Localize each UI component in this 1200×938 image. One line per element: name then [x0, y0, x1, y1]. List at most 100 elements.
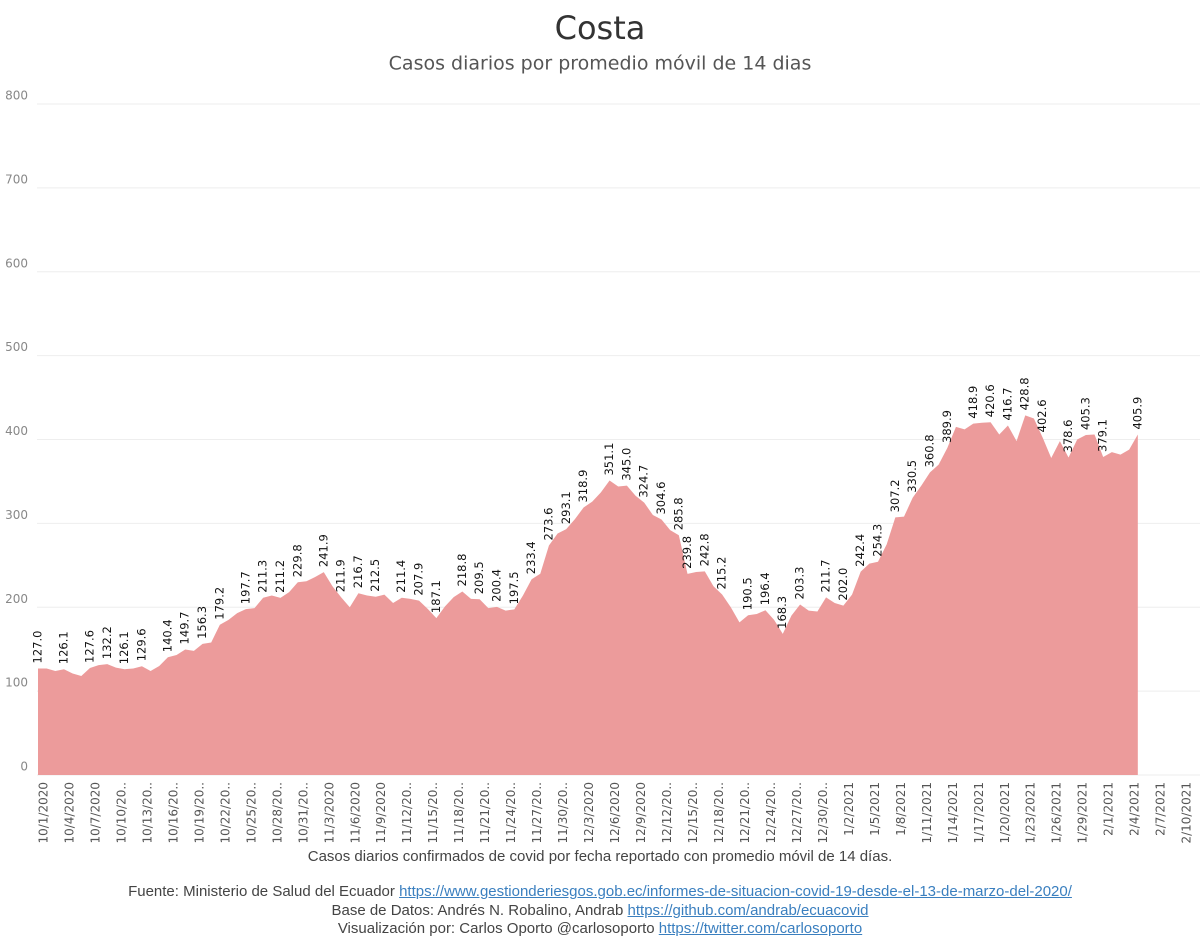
value-label: 378.6	[1061, 420, 1075, 453]
value-label: 330.5	[905, 460, 919, 493]
value-label: 405.9	[1130, 397, 1144, 430]
value-label: 379.1	[1096, 419, 1110, 452]
x-tick-label: 1/11/2021	[920, 782, 934, 844]
value-label: 307.2	[888, 479, 902, 512]
x-tick-label: 10/25/20..	[244, 782, 258, 844]
value-label: 168.3	[775, 596, 789, 629]
value-label: 126.1	[117, 631, 131, 664]
value-label: 200.4	[489, 569, 503, 602]
value-label: 416.7	[1000, 388, 1014, 421]
x-tick-label: 1/23/2021	[1024, 782, 1038, 844]
x-tick-label: 10/16/20..	[166, 782, 180, 844]
viz-label: Visualización por: Carlos Oporto @carlos…	[337, 920, 655, 937]
x-tick-label: 12/27/20..	[790, 782, 804, 844]
y-tick-label: 100	[5, 676, 28, 690]
value-label: 127.6	[82, 630, 96, 663]
value-label: 420.6	[983, 384, 997, 417]
x-tick-label: 2/7/2021	[1154, 782, 1168, 836]
chart-subtitle: Casos diarios por promedio móvil de 14 d…	[389, 53, 812, 75]
y-tick-label: 300	[5, 508, 28, 522]
x-tick-label: 2/10/2021	[1180, 782, 1194, 844]
x-tick-label: 11/9/2020	[374, 782, 388, 844]
value-label: 273.6	[541, 508, 555, 541]
y-tick-label: 500	[5, 340, 28, 354]
x-tick-label: 12/9/2020	[634, 782, 648, 844]
value-label: 179.2	[212, 587, 226, 620]
x-tick-label: 1/29/2021	[1076, 782, 1090, 844]
value-label: 293.1	[559, 491, 573, 524]
x-tick-label: 10/13/20..	[140, 782, 154, 844]
value-label: 197.5	[507, 571, 521, 604]
x-tick-label: 11/18/20..	[452, 782, 466, 844]
source-link[interactable]: https://www.gestionderiesgos.gob.ec/info…	[399, 883, 1072, 900]
x-tick-label: 12/30/20..	[816, 782, 830, 844]
value-label: 241.9	[316, 534, 330, 567]
value-label: 211.2	[273, 560, 287, 593]
x-tick-label: 2/1/2021	[1102, 782, 1116, 836]
value-label: 229.8	[290, 544, 304, 577]
x-tick-label: 11/12/20..	[400, 782, 414, 844]
value-label: 216.7	[351, 555, 365, 588]
x-tick-label: 12/21/20..	[738, 782, 752, 844]
value-label: 254.3	[871, 524, 885, 557]
value-label: 418.9	[966, 386, 980, 419]
area	[38, 415, 1138, 775]
value-label: 242.4	[853, 534, 867, 567]
x-tick-label: 12/6/2020	[608, 782, 622, 844]
value-label: 215.2	[715, 557, 729, 590]
x-tick-label: 10/1/2020	[37, 782, 51, 844]
x-tick-label: 12/12/20..	[660, 782, 674, 844]
value-label: 239.8	[680, 536, 694, 569]
source-line: Fuente: Ministerio de Salud del Ecuador …	[0, 883, 1200, 900]
x-tick-label: 1/5/2021	[868, 782, 882, 836]
x-tick-label: 12/3/2020	[582, 782, 596, 844]
viz-link[interactable]: https://twitter.com/carlosoporto	[658, 920, 863, 937]
value-label: 207.9	[412, 563, 426, 596]
value-label: 126.1	[56, 631, 70, 664]
value-label: 156.3	[195, 606, 209, 639]
viz-line: Visualización por: Carlos Oporto @carlos…	[0, 920, 1200, 937]
value-label: 149.7	[178, 612, 192, 645]
x-tick-label: 11/27/20..	[530, 782, 544, 844]
value-label: 211.3	[256, 560, 270, 593]
x-tick-label: 10/31/20..	[296, 782, 310, 844]
value-label: 285.8	[671, 497, 685, 530]
x-tick-label: 10/28/20..	[270, 782, 284, 844]
value-label: 209.5	[472, 561, 486, 594]
value-label: 211.4	[394, 560, 408, 593]
y-tick-label: 400	[5, 424, 28, 438]
y-tick-label: 600	[5, 256, 28, 270]
value-label: 345.0	[619, 448, 633, 481]
value-label: 402.6	[1035, 399, 1049, 432]
y-tick-label: 0	[20, 760, 28, 774]
value-label: 324.7	[637, 465, 651, 498]
y-tick-label: 800	[5, 89, 28, 103]
x-tick-label: 10/22/20..	[218, 782, 232, 844]
x-tick-label: 11/6/2020	[348, 782, 362, 844]
value-label: 211.9	[334, 559, 348, 592]
value-label: 218.8	[455, 554, 469, 587]
value-label: 242.8	[697, 533, 711, 566]
value-label: 187.1	[429, 580, 443, 613]
value-label: 304.6	[654, 482, 668, 515]
y-tick-label: 200	[5, 592, 28, 606]
x-tick-label: 10/10/20..	[114, 782, 128, 844]
x-tick-label: 10/7/2020	[88, 782, 102, 844]
value-label: 140.4	[160, 619, 174, 652]
x-tick-label: 1/17/2021	[972, 782, 986, 844]
db-line: Base de Datos: Andrés N. Robalino, Andra…	[0, 902, 1200, 919]
value-label: 127.0	[31, 631, 45, 664]
db-link[interactable]: https://github.com/andrab/ecuacovid	[627, 902, 869, 919]
x-tick-label: 1/14/2021	[946, 782, 960, 844]
x-tick-label: 12/24/20..	[764, 782, 778, 844]
x-tick-label: 1/26/2021	[1050, 782, 1064, 844]
source-label: Fuente: Ministerio de Salud del Ecuador	[128, 883, 395, 900]
x-tick-label: 11/24/20..	[504, 782, 518, 844]
value-label: 202.0	[836, 568, 850, 601]
caption: Casos diarios confirmados de covid por f…	[307, 848, 893, 865]
value-label: 405.3	[1078, 397, 1092, 430]
x-tick-label: 11/21/20..	[478, 782, 492, 844]
value-label: 132.2	[100, 626, 114, 659]
value-label: 203.3	[793, 567, 807, 600]
